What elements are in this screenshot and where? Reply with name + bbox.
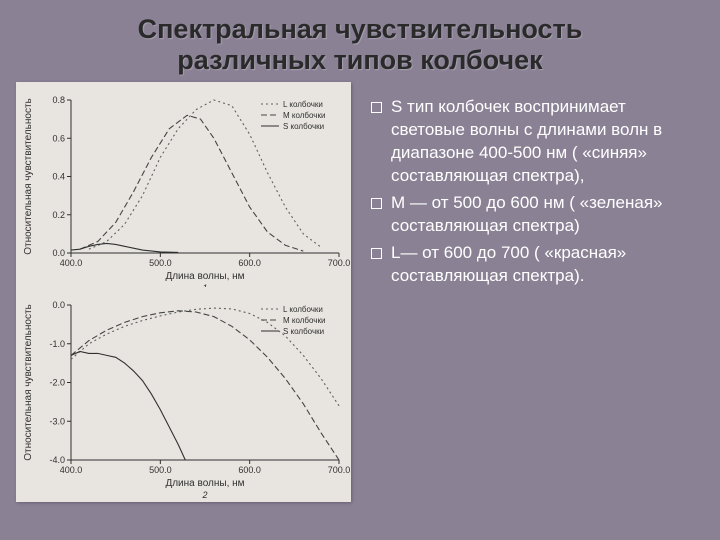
svg-text:L колбочки: L колбочки bbox=[283, 305, 323, 314]
bullet-text: S тип колбочек воспринимает световые вол… bbox=[391, 97, 662, 185]
svg-text:M колбочки: M колбочки bbox=[283, 111, 325, 120]
svg-text:700.0: 700.0 bbox=[328, 258, 351, 268]
chart-1: 400.0 500.0 600.0 700.0 0.0 0.2 0.4 0.6 0.8 Длина… bbox=[16, 82, 351, 287]
svg-text:700.0: 700.0 bbox=[328, 465, 351, 475]
content-row: 400.0 500.0 600.0 700.0 0.0 0.2 0.4 0.6 0.8 Длина… bbox=[0, 82, 720, 522]
svg-text:600.0: 600.0 bbox=[238, 258, 261, 268]
svg-text:M колбочки: M колбочки bbox=[283, 316, 325, 325]
svg-text:500.0: 500.0 bbox=[149, 465, 172, 475]
svg-text:Относительная чувствительность: Относительная чувствительность bbox=[23, 98, 34, 255]
bullet-text: L— от 600 до 700 ( «красная» составляюща… bbox=[391, 243, 626, 285]
svg-text:-3.0: -3.0 bbox=[49, 416, 65, 426]
title-line2: различных типов колбочек bbox=[177, 45, 542, 75]
svg-text:0.0: 0.0 bbox=[52, 248, 65, 258]
chart-2-svg: 400.0 500.0 600.0 700.0 -4.0 -3.0 -2.0 -1.0 0.0 Д… bbox=[16, 287, 351, 502]
svg-text:0.6: 0.6 bbox=[52, 133, 65, 143]
svg-text:0.0: 0.0 bbox=[52, 300, 65, 310]
charts-column: 400.0 500.0 600.0 700.0 0.0 0.2 0.4 0.6 0.8 Длина… bbox=[16, 82, 351, 502]
chart-1-svg: 400.0 500.0 600.0 700.0 0.0 0.2 0.4 0.6 0.8 Длина… bbox=[16, 82, 351, 287]
svg-text:-4.0: -4.0 bbox=[49, 455, 65, 465]
svg-text:Длина волны, нм: Длина волны, нм bbox=[165, 478, 244, 489]
svg-text:0.2: 0.2 bbox=[52, 210, 65, 220]
svg-text:2: 2 bbox=[201, 490, 207, 500]
svg-text:Длина волны, нм: Длина волны, нм bbox=[165, 271, 244, 282]
svg-text:S колбочки: S колбочки bbox=[283, 327, 324, 336]
svg-text:500.0: 500.0 bbox=[149, 258, 172, 268]
svg-text:0.8: 0.8 bbox=[52, 95, 65, 105]
slide: Спектральная чувствительность различных … bbox=[0, 0, 720, 540]
svg-text:-2.0: -2.0 bbox=[49, 378, 65, 388]
svg-text:400.0: 400.0 bbox=[60, 465, 83, 475]
svg-text:Относительная чувствительность: Относительная чувствительность bbox=[23, 304, 34, 461]
svg-text:L колбочки: L колбочки bbox=[283, 100, 323, 109]
chart-2: 400.0 500.0 600.0 700.0 -4.0 -3.0 -2.0 -1.0 0.0 Д… bbox=[16, 287, 351, 502]
svg-text:0.4: 0.4 bbox=[52, 172, 65, 182]
svg-text:600.0: 600.0 bbox=[238, 465, 261, 475]
bullet-item: S тип колбочек воспринимает световые вол… bbox=[369, 96, 686, 188]
title-line1: Спектральная чувствительность bbox=[138, 14, 583, 44]
svg-text:400.0: 400.0 bbox=[60, 258, 83, 268]
svg-text:S колбочки: S колбочки bbox=[283, 122, 324, 131]
svg-text:-1.0: -1.0 bbox=[49, 339, 65, 349]
bullet-text: M — от 500 до 600 нм ( «зеленая» составл… bbox=[391, 193, 662, 235]
bullet-item: L— от 600 до 700 ( «красная» составляюща… bbox=[369, 242, 686, 288]
slide-title: Спектральная чувствительность различных … bbox=[0, 0, 720, 82]
text-column: S тип колбочек воспринимает световые вол… bbox=[351, 82, 690, 502]
bullet-item: M — от 500 до 600 нм ( «зеленая» составл… bbox=[369, 192, 686, 238]
bullet-list: S тип колбочек воспринимает световые вол… bbox=[369, 96, 686, 288]
